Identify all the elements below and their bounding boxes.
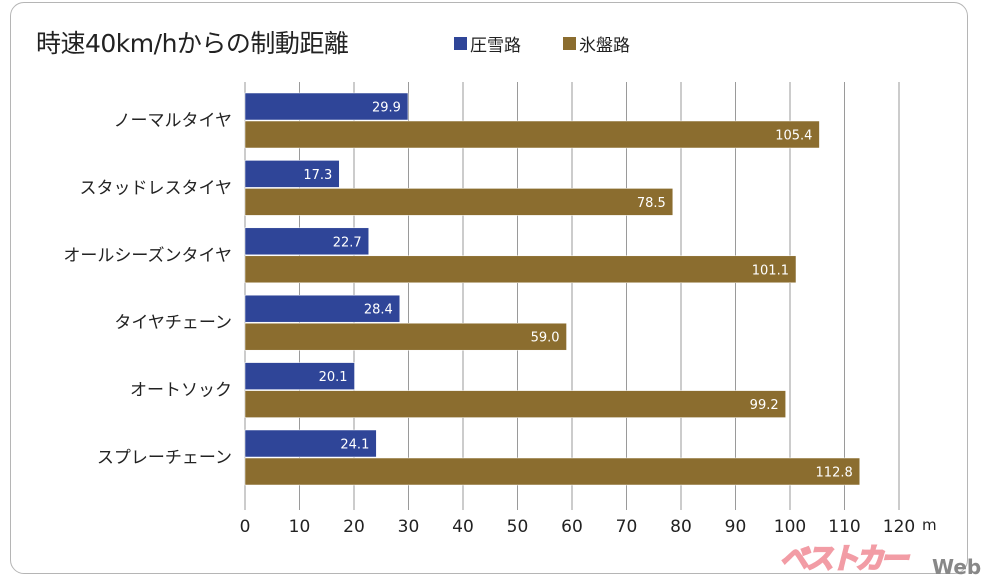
bar-ice <box>244 457 861 486</box>
bar-ice <box>244 120 820 149</box>
legend-label-snow: 圧雪路 <box>470 36 521 56</box>
data-label: 22.7 <box>333 235 362 250</box>
category-label: スプレーチェーン <box>97 448 232 468</box>
x-tick-label: 40 <box>452 517 474 537</box>
legend-label-ice: 氷盤路 <box>579 36 630 56</box>
category-label: タイヤチェーン <box>114 313 232 333</box>
x-tick-label: 100 <box>774 517 806 537</box>
data-label: 28.4 <box>364 303 393 318</box>
legend-swatch-snow <box>454 37 467 50</box>
x-tick-label: 80 <box>670 517 692 537</box>
bar-ice <box>244 390 786 418</box>
x-tick-label: 60 <box>561 517 583 537</box>
category-label: スタッドレスタイヤ <box>80 178 233 198</box>
watermark-logo: ベストカー <box>779 542 910 576</box>
legend-item-ice: 氷盤路 <box>563 31 630 56</box>
x-tick-label: 70 <box>616 517 638 537</box>
x-tick-label: 110 <box>828 517 860 537</box>
bar-snow <box>244 160 340 188</box>
bar-ice <box>244 322 567 351</box>
data-label: 112.8 <box>816 466 853 481</box>
legend-item-snow: 圧雪路 <box>454 31 521 56</box>
legend-swatch-ice <box>563 37 576 50</box>
x-tick-label: 30 <box>398 517 420 537</box>
data-label: 105.4 <box>775 129 812 144</box>
x-tick-label: 10 <box>289 517 311 537</box>
data-label: 24.1 <box>340 438 369 453</box>
data-label: 99.2 <box>750 398 779 413</box>
data-label: 29.9 <box>372 101 401 116</box>
data-label: 101.1 <box>752 263 789 278</box>
category-label: オートソック <box>130 381 232 401</box>
category-label: オールシーズンタイヤ <box>63 246 232 266</box>
data-label: 20.1 <box>319 370 348 385</box>
x-tick-label: 90 <box>725 517 747 537</box>
x-tick-label: 50 <box>507 517 529 537</box>
x-unit-label: m <box>922 516 937 534</box>
bar-snow <box>244 227 369 256</box>
watermark-web: Web <box>932 555 982 579</box>
data-label: 59.0 <box>531 331 560 346</box>
x-tick-label: 0 <box>240 517 251 537</box>
x-tick-label: 20 <box>343 517 365 537</box>
data-label: 78.5 <box>637 196 666 211</box>
data-label: 17.3 <box>303 168 332 183</box>
chart-title: 時速40km/hからの制動距離 <box>36 29 349 58</box>
bar-ice <box>244 255 797 284</box>
category-label: ノーマルタイヤ <box>114 111 233 131</box>
bar-snow <box>244 92 409 121</box>
bar-ice <box>244 188 674 216</box>
bar-snow <box>244 294 401 323</box>
bar-snow <box>244 429 377 458</box>
x-tick-label: 120 <box>883 517 915 537</box>
bar-snow <box>244 362 355 390</box>
